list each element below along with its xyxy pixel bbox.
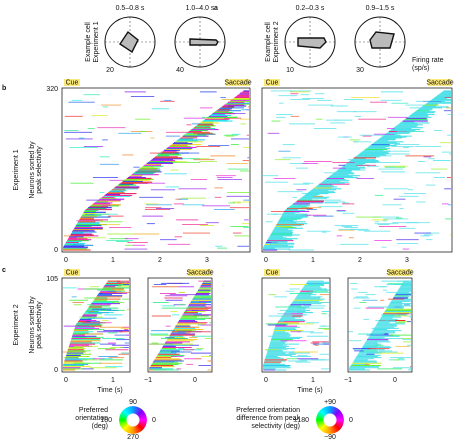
x-tick-label: 0: [393, 377, 397, 384]
legend-title: Preferred orientation: [236, 407, 300, 414]
polar-scale: 20: [106, 67, 114, 74]
row-label: Example cell: [265, 22, 272, 62]
polar-scale: 10: [286, 67, 294, 74]
x-axis-label: Time (s): [97, 387, 122, 394]
tuning-shape: [297, 37, 327, 49]
event-label: Cue: [66, 80, 79, 87]
legend-title: orientation: [75, 415, 108, 422]
firing-rate-label: Firing rate: [412, 57, 444, 64]
tuning-shape: [369, 31, 395, 49]
event-label: Cue: [266, 270, 279, 277]
wheel-label: 180: [100, 417, 112, 424]
x-tick-label: 3: [405, 257, 409, 264]
event-label: Saccade: [186, 270, 213, 277]
y-tick-label: 105: [46, 276, 58, 283]
row-label: Example cell: [85, 22, 92, 62]
raster: [63, 90, 252, 251]
panel-label: c: [2, 267, 6, 274]
polar-title: 1.0–4.0 s: [186, 5, 215, 12]
legend-title: difference from peak: [236, 415, 300, 422]
wheel-label: −90: [324, 434, 336, 441]
raster: [263, 280, 330, 371]
y-tick-label: 0: [54, 367, 58, 374]
polar-title: 0.2–0.3 s: [296, 5, 325, 12]
raster: [62, 280, 130, 371]
tuning-shape: [119, 30, 139, 54]
event-tag: [188, 269, 212, 276]
polar-scale: 40: [176, 67, 184, 74]
wheel-label: +90: [324, 399, 336, 406]
polar-title: 0.9–1.5 s: [366, 5, 395, 12]
legend-title: Preferred: [79, 407, 108, 414]
row-label: Experiment 2: [273, 21, 280, 62]
event-tag: [264, 79, 280, 86]
y-tick-label: 320: [46, 86, 58, 93]
event-tag: [428, 79, 452, 86]
wheel-label: 0: [152, 417, 156, 424]
color-wheel: [316, 406, 344, 434]
event-label: Saccade: [224, 80, 251, 87]
polar-title: 0.5–0.8 s: [116, 5, 145, 12]
x-tick-label: −1: [344, 377, 352, 384]
x-tick-label: 0: [64, 257, 68, 264]
x-tick-label: 1: [311, 257, 315, 264]
row-title: Experiment 2: [13, 304, 20, 345]
y-label: peak selectivity: [36, 146, 43, 194]
raster: [262, 90, 451, 251]
wheel-label: 270: [127, 434, 139, 441]
panel-label: a: [214, 5, 218, 12]
y-label: Neurons sorted by: [29, 141, 36, 199]
x-axis-label: Time (s): [297, 387, 322, 394]
x-tick-label: 2: [158, 257, 162, 264]
legend-title: selectivity (deg): [251, 423, 300, 430]
tuning-shape: [189, 38, 219, 46]
wheel-label: 0: [349, 417, 353, 424]
wheel-label: ±180: [293, 417, 309, 424]
raster: [348, 280, 412, 371]
x-tick-label: 1: [111, 257, 115, 264]
event-label: Saccade: [386, 270, 413, 277]
color-wheel: [119, 406, 147, 434]
x-tick-label: 0: [64, 377, 68, 384]
x-tick-label: 0: [264, 257, 268, 264]
x-tick-label: 2: [358, 257, 362, 264]
x-tick-label: 0: [264, 377, 268, 384]
y-label: peak selectivity: [36, 301, 43, 349]
polar-scale: 30: [356, 67, 364, 74]
legend-title: (deg): [92, 423, 108, 430]
x-tick-label: 3: [205, 257, 209, 264]
x-tick-label: −1: [144, 377, 152, 384]
event-label: Cue: [266, 80, 279, 87]
raster: [148, 280, 211, 371]
event-label: Cue: [66, 270, 79, 277]
event-tag: [64, 269, 80, 276]
row-title: Experiment 1: [13, 149, 20, 190]
x-tick-label: 0: [193, 377, 197, 384]
event-tag: [264, 269, 280, 276]
x-tick-label: 1: [311, 377, 315, 384]
wheel-label: 90: [129, 399, 137, 406]
panel-label: b: [2, 85, 6, 92]
event-label: Saccade: [426, 80, 453, 87]
event-tag: [64, 79, 80, 86]
y-label: Neurons sorted by: [29, 296, 36, 354]
event-tag: [226, 79, 250, 86]
firing-rate-label: (sp/s): [412, 65, 430, 72]
row-label: Experiment 1: [93, 21, 100, 62]
event-tag: [388, 269, 412, 276]
y-tick-label: 0: [54, 247, 58, 254]
x-tick-label: 1: [111, 377, 115, 384]
